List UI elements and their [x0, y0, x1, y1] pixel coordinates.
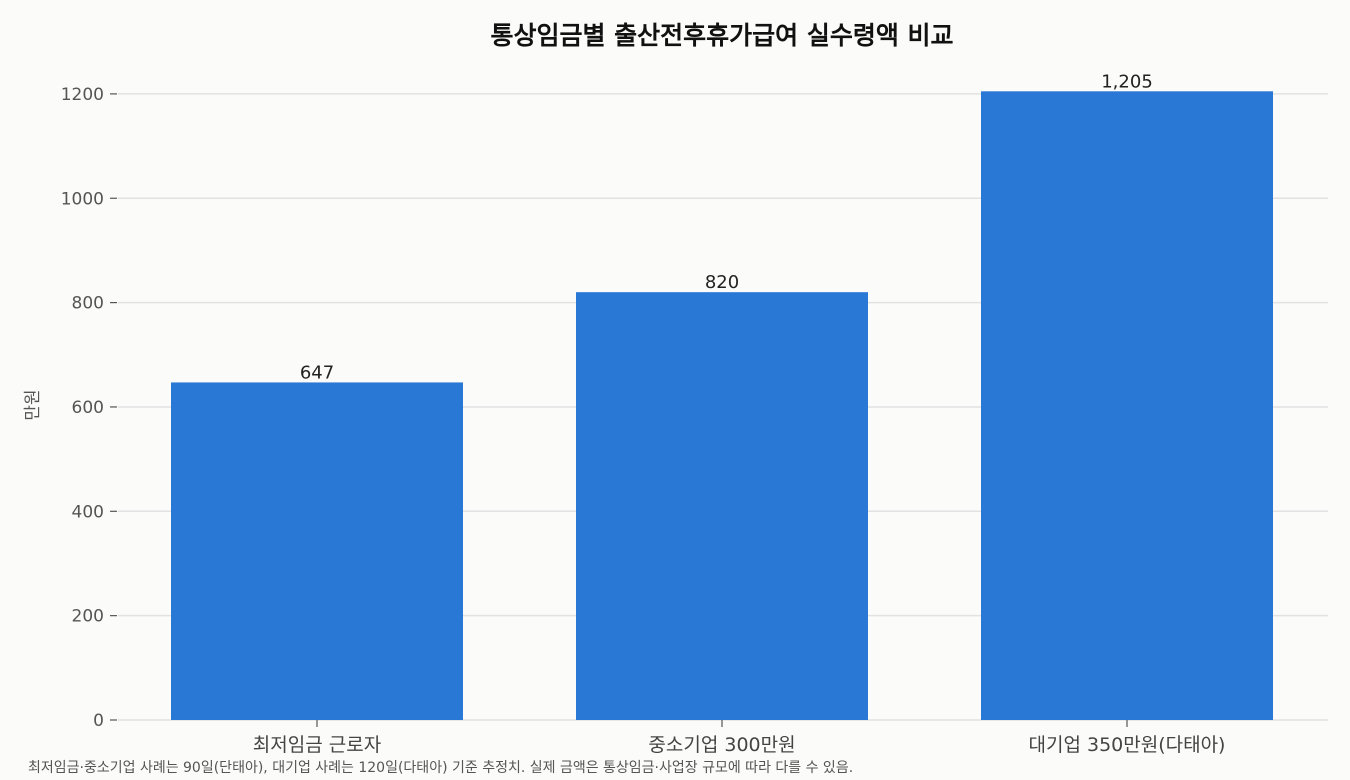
bar-value-label: 1,205: [1101, 71, 1153, 92]
y-axis-label: 만원: [23, 389, 43, 420]
y-tick-label: 1000: [61, 189, 104, 209]
y-tick-label: 200: [72, 607, 104, 627]
x-tick-label: 대기업 350만원(다태아): [1029, 734, 1226, 756]
bar: [576, 292, 868, 720]
y-tick-label: 0: [93, 711, 104, 731]
x-tick-label: 최저임금 근로자: [253, 734, 381, 756]
footnote: 최저임금·중소기업 사례는 90일(단태아), 대기업 사례는 120일(다태아…: [28, 760, 854, 776]
y-tick-label: 800: [72, 294, 104, 314]
x-tick-label: 중소기업 300만원: [648, 734, 795, 756]
bar: [171, 382, 463, 720]
chart-title: 통상임금별 출산전후휴가급여 실수령액 비교: [490, 21, 953, 50]
bar-value-label: 647: [300, 362, 334, 383]
bar-value-label: 820: [705, 272, 739, 293]
y-tick-label: 400: [72, 502, 104, 522]
y-tick-label: 600: [72, 398, 104, 418]
bar: [981, 91, 1273, 721]
y-tick-label: 1200: [61, 85, 104, 105]
